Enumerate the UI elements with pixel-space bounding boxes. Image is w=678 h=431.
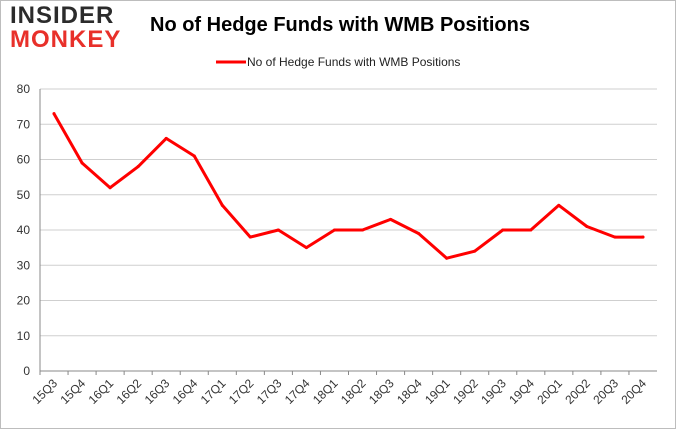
series-layer [52, 112, 645, 260]
data-point [192, 154, 196, 158]
x-tick-label: 19Q1 [422, 376, 453, 407]
y-tick-label: 20 [17, 294, 31, 308]
data-point [136, 165, 140, 169]
x-tick-label: 16Q2 [114, 376, 145, 407]
y-axis-ticks: 0 10 20 30 40 50 60 70 80 [17, 82, 31, 378]
data-point [276, 228, 280, 232]
y-tick-label: 40 [17, 223, 31, 237]
x-tick-label: 17Q4 [282, 376, 313, 407]
x-tick-label: 17Q1 [198, 376, 229, 407]
data-point [164, 136, 168, 140]
data-point [108, 186, 112, 190]
data-point [613, 235, 617, 239]
x-tick-label: 20Q4 [618, 376, 649, 407]
chart-title: No of Hedge Funds with WMB Positions [150, 14, 530, 36]
data-point [389, 217, 393, 221]
y-tick-label: 80 [17, 82, 31, 96]
y-tick-label: 10 [17, 329, 31, 343]
data-point [501, 228, 505, 232]
x-tick-label: 19Q3 [478, 376, 509, 407]
logo-line-2: MONKEY [10, 26, 122, 53]
data-point [248, 235, 252, 239]
x-tick-label: 15Q4 [58, 376, 89, 407]
data-point [585, 224, 589, 228]
y-tick-label: 30 [17, 258, 31, 272]
y-tick-label: 50 [17, 188, 31, 202]
data-point [445, 256, 449, 260]
data-point [473, 249, 477, 253]
x-tick-label: 20Q2 [562, 376, 593, 407]
data-point [80, 161, 84, 165]
data-point [332, 228, 336, 232]
axes [39, 89, 657, 372]
legend: No of Hedge Funds with WMB Positions [216, 55, 460, 69]
x-tick-label: 16Q3 [142, 376, 173, 407]
x-tick-label: 20Q1 [534, 376, 565, 407]
data-point [529, 228, 533, 232]
data-point [361, 228, 365, 232]
x-tick-label: 18Q3 [366, 376, 397, 407]
x-tick-label: 19Q2 [450, 376, 481, 407]
insider-monkey-logo: INSIDER MONKEY [10, 4, 128, 56]
data-point [304, 246, 308, 250]
x-tick-label: 18Q1 [310, 376, 341, 407]
legend-label: No of Hedge Funds with WMB Positions [247, 55, 460, 69]
x-tick-label: 16Q1 [86, 376, 117, 407]
data-point [557, 203, 561, 207]
x-axis-ticks: 15Q315Q416Q116Q216Q316Q417Q117Q217Q317Q4… [29, 371, 649, 407]
logo-line-1: INSIDER [10, 2, 115, 29]
series-line [52, 112, 645, 260]
data-point [220, 203, 224, 207]
x-tick-label: 20Q3 [590, 376, 621, 407]
x-tick-label: 18Q4 [394, 376, 425, 407]
x-tick-label: 15Q3 [29, 376, 60, 407]
y-tick-label: 70 [17, 117, 31, 131]
x-tick-label: 19Q4 [506, 376, 537, 407]
data-point [52, 112, 56, 116]
data-point [417, 232, 421, 236]
x-tick-label: 17Q2 [226, 376, 257, 407]
x-tick-label: 18Q2 [338, 376, 369, 407]
x-tick-label: 17Q3 [254, 376, 285, 407]
data-point [641, 235, 645, 239]
y-tick-label: 60 [17, 153, 31, 167]
x-tick-label: 16Q4 [170, 376, 201, 407]
y-tick-label: 0 [23, 364, 30, 378]
gridlines [40, 88, 657, 337]
